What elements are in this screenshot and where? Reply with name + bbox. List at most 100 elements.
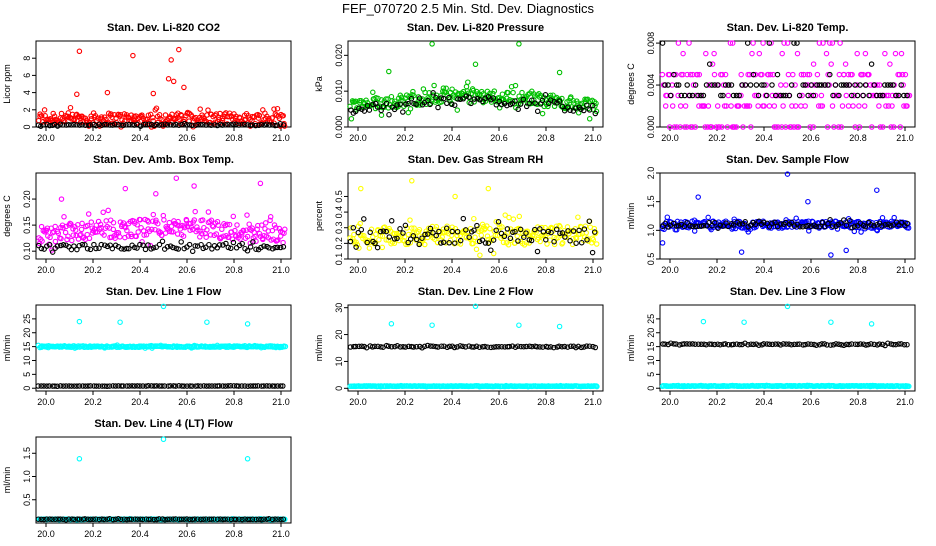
- data-point: [222, 122, 229, 128]
- y-tick-label: 0.10: [22, 242, 32, 260]
- data-point: [413, 343, 420, 350]
- data-point: [836, 71, 843, 78]
- data-point: [452, 240, 458, 246]
- x-tick-label: 20.2: [84, 529, 102, 539]
- data-point: [225, 121, 231, 128]
- data-point: [427, 343, 434, 349]
- data-point: [498, 230, 505, 237]
- data-point: [769, 82, 775, 88]
- data-point: [200, 245, 206, 252]
- data-point: [110, 226, 117, 233]
- data-point: [206, 122, 212, 128]
- data-point: [519, 89, 525, 96]
- data-point: [520, 96, 527, 103]
- data-point: [813, 223, 819, 230]
- data-point: [728, 82, 735, 88]
- data-point: [186, 516, 193, 523]
- data-point: [471, 344, 477, 350]
- data-point: [706, 61, 713, 67]
- x-tick-label: 21.0: [584, 265, 602, 275]
- y-axis-label: degrees C: [2, 195, 12, 237]
- data-point: [866, 71, 872, 78]
- data-point: [116, 113, 123, 119]
- data-point: [70, 232, 77, 238]
- data-point: [160, 436, 167, 443]
- data-point: [223, 240, 229, 247]
- data-point: [827, 342, 834, 348]
- y-tick-label: 10: [646, 355, 656, 365]
- data-point: [487, 225, 493, 232]
- data-point: [383, 100, 390, 107]
- y-tick-label: 0.5: [334, 190, 344, 203]
- data-point: [226, 221, 233, 228]
- data-point: [673, 124, 680, 130]
- data-point: [191, 217, 198, 223]
- data-point: [753, 92, 760, 99]
- data-point: [222, 516, 228, 522]
- data-point: [517, 226, 524, 233]
- data-point: [84, 222, 91, 229]
- data-point: [794, 50, 801, 57]
- data-point: [46, 122, 53, 129]
- data-point: [582, 223, 589, 229]
- data-point: [159, 122, 165, 128]
- data-point: [68, 221, 74, 227]
- data-point: [532, 100, 538, 106]
- data-point: [161, 383, 168, 389]
- data-point: [49, 249, 56, 255]
- data-point: [366, 245, 373, 251]
- x-tick-label: 20.8: [537, 265, 555, 275]
- data-point: [272, 516, 278, 522]
- data-point: [282, 343, 289, 350]
- x-tick-label: 20.2: [708, 133, 726, 143]
- data-point: [415, 94, 422, 100]
- series-1: [35, 120, 287, 129]
- data-point: [739, 82, 745, 88]
- data-point: [871, 222, 877, 229]
- data-point: [730, 92, 737, 99]
- data-point: [843, 92, 850, 99]
- y-tick-label: 0.020: [334, 44, 344, 67]
- data-point: [845, 71, 852, 78]
- data-point: [243, 227, 250, 233]
- data-point: [118, 122, 124, 128]
- data-point: [64, 113, 71, 120]
- plot-frame: [659, 172, 916, 260]
- data-point: [60, 516, 66, 523]
- data-point: [573, 240, 579, 246]
- data-point: [788, 219, 795, 226]
- data-point: [204, 319, 210, 325]
- data-point: [271, 106, 277, 112]
- data-point: [438, 343, 445, 349]
- data-point: [779, 50, 785, 57]
- data-point: [74, 91, 80, 98]
- data-point: [854, 92, 861, 99]
- data-point: [172, 383, 179, 389]
- data-point: [209, 383, 215, 389]
- data-point: [874, 227, 881, 234]
- data-point: [874, 187, 880, 193]
- y-axis-label: ml/min: [626, 335, 636, 362]
- data-point: [755, 103, 761, 109]
- data-point: [677, 103, 684, 109]
- data-point: [133, 233, 139, 240]
- data-point: [117, 319, 123, 325]
- data-point: [361, 108, 368, 114]
- chart-title: Stan. Dev. Amb. Box Temp.: [93, 154, 234, 166]
- data-point: [256, 122, 262, 129]
- data-point: [516, 41, 522, 47]
- data-point: [170, 383, 177, 389]
- data-point: [673, 223, 680, 229]
- data-point: [76, 242, 83, 249]
- y-tick-label: 25: [22, 314, 32, 324]
- data-point: [134, 245, 140, 251]
- data-point: [818, 82, 825, 88]
- data-point: [134, 516, 141, 522]
- data-point: [816, 40, 823, 46]
- data-point: [460, 343, 466, 350]
- data-point: [755, 92, 762, 99]
- data-point: [205, 107, 211, 113]
- data-point: [246, 221, 252, 227]
- data-point: [472, 303, 479, 310]
- data-point: [488, 247, 494, 253]
